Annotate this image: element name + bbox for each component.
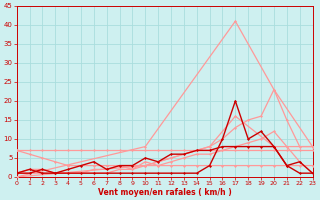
X-axis label: Vent moyen/en rafales ( km/h ): Vent moyen/en rafales ( km/h ) xyxy=(98,188,231,197)
